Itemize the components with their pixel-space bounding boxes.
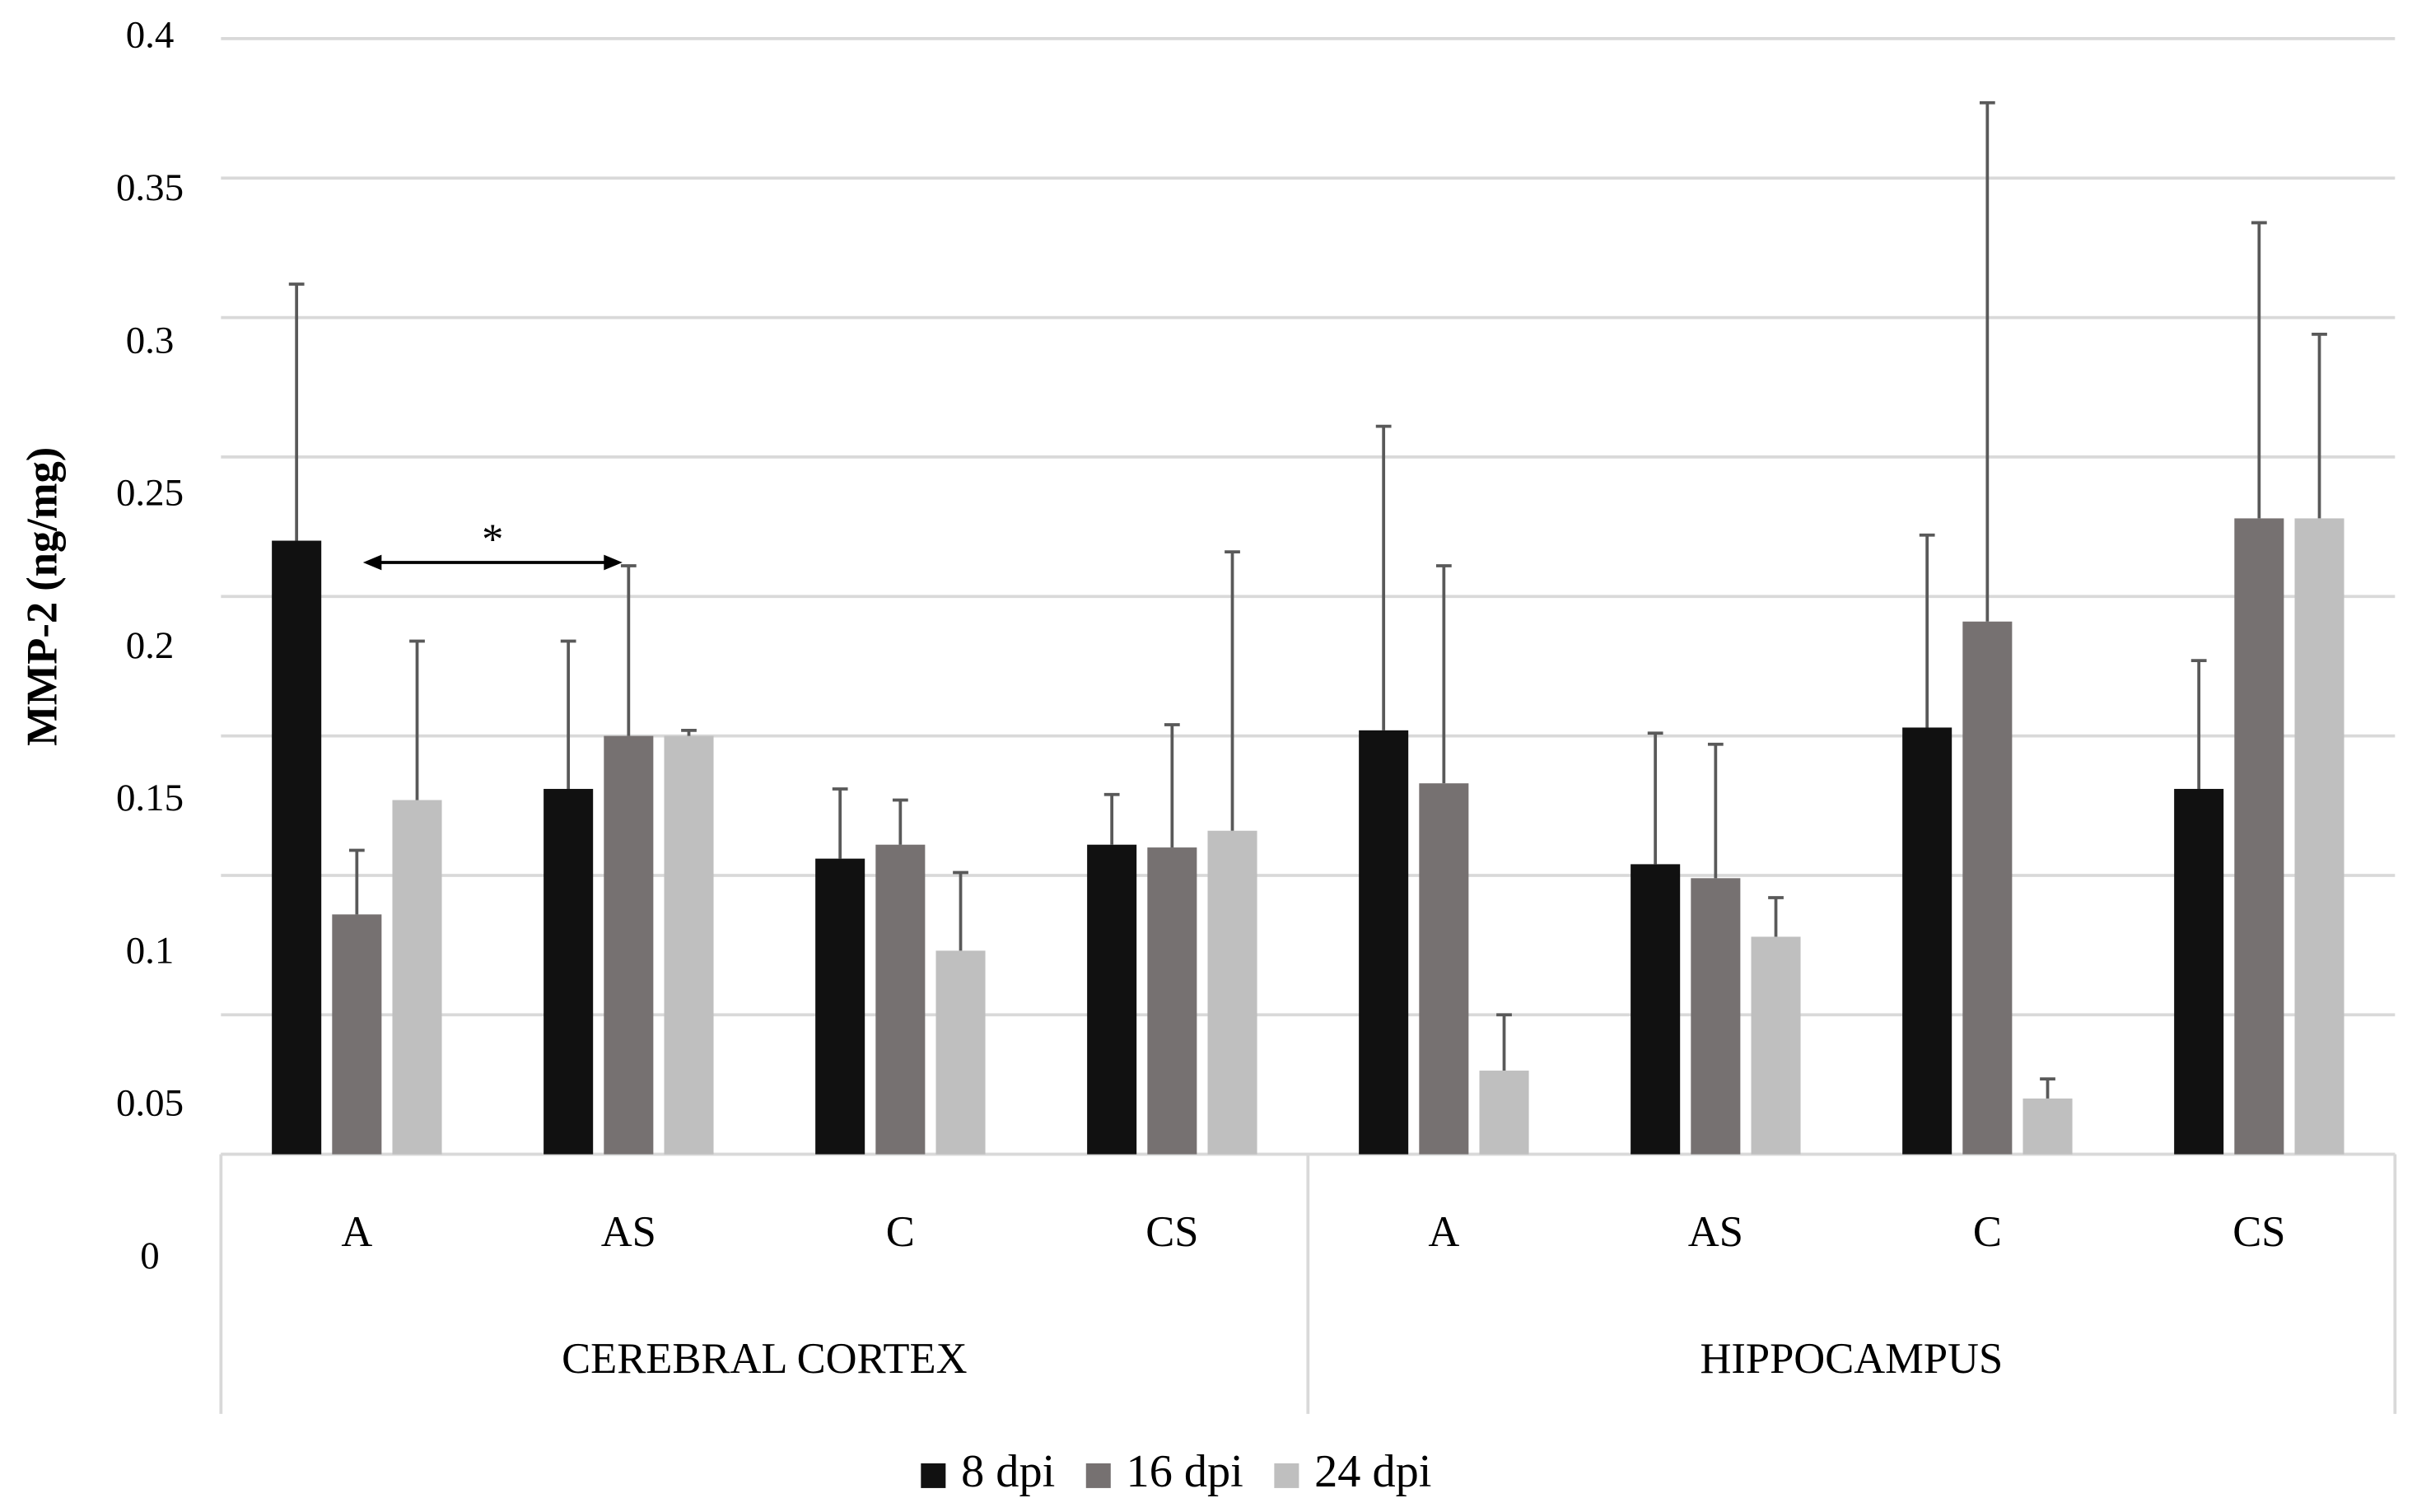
y-tick-label: 0.1	[126, 929, 175, 972]
legend-swatch	[1085, 1463, 1111, 1488]
group-label: HIPPOCAMPUS	[1700, 1335, 2003, 1383]
bar	[2174, 788, 2224, 1155]
bar	[2234, 518, 2284, 1155]
y-tick-label: 0.4	[126, 14, 175, 57]
x-tick-label: AS	[601, 1208, 656, 1256]
bar	[1631, 864, 1681, 1155]
y-tick-label: 0.05	[116, 1082, 184, 1125]
arrow-head	[604, 554, 623, 571]
bar	[1419, 783, 1469, 1155]
bar	[604, 735, 654, 1155]
x-tick-label: A	[341, 1208, 372, 1256]
x-tick-label: C	[886, 1208, 915, 1256]
legend-swatch	[1274, 1463, 1299, 1488]
bar	[392, 800, 442, 1155]
bar	[2022, 1098, 2073, 1155]
y-tick-label: 0.2	[126, 624, 175, 667]
bar	[815, 858, 865, 1155]
bar	[1479, 1071, 1529, 1155]
bar	[1147, 847, 1197, 1155]
y-tick-label: 0.3	[126, 319, 175, 362]
legend-label: 24 dpi	[1314, 1446, 1431, 1497]
x-tick-label: AS	[1688, 1208, 1743, 1256]
bar	[875, 844, 926, 1155]
annotation: *	[482, 516, 503, 564]
bar	[1207, 830, 1257, 1155]
bar	[2294, 518, 2344, 1155]
y-tick-label: 0.35	[116, 166, 184, 209]
y-tick-label: 0.25	[116, 472, 184, 515]
bar	[1087, 844, 1137, 1155]
x-tick-label: CS	[2232, 1208, 2285, 1256]
bar	[1691, 878, 1741, 1155]
legend-swatch	[921, 1463, 946, 1488]
x-tick-label: A	[1428, 1208, 1459, 1256]
bar	[1902, 727, 1952, 1155]
bar	[1751, 936, 1801, 1155]
bar	[332, 914, 382, 1155]
y-tick-label: 0	[140, 1234, 159, 1277]
group-label: CEREBRAL CORTEX	[562, 1335, 967, 1383]
arrow-head	[362, 554, 382, 571]
legend-label: 8 dpi	[961, 1446, 1055, 1497]
bar	[664, 735, 714, 1155]
y-tick-label: 0.15	[116, 777, 184, 819]
y-axis-label: MMP-2 (ng/mg)	[18, 447, 66, 746]
x-tick-label: C	[1973, 1208, 2002, 1256]
legend-label: 16 dpi	[1127, 1446, 1243, 1497]
bar	[544, 788, 594, 1155]
bar	[1962, 621, 2013, 1155]
bar	[935, 950, 986, 1155]
bar	[1359, 730, 1409, 1155]
x-tick-label: CS	[1145, 1208, 1198, 1256]
bar	[272, 540, 322, 1155]
